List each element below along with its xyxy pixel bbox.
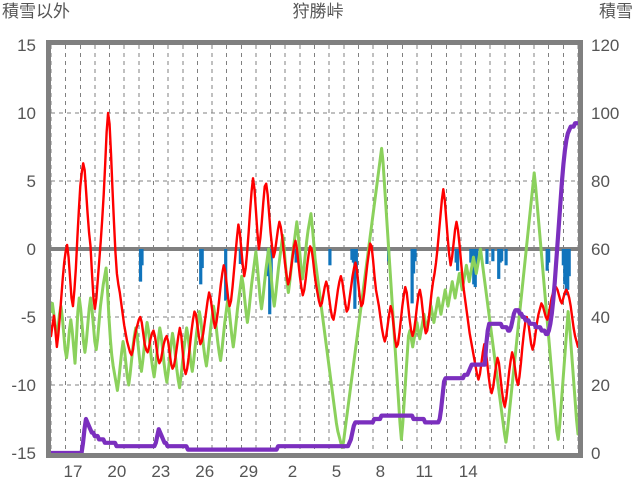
- right-tick-5: 20: [591, 376, 610, 395]
- right-tick-3: 60: [591, 240, 610, 259]
- x-tick-7: 8: [375, 462, 386, 481]
- plot-canvas: [51, 45, 578, 453]
- x-tick-0: 17: [63, 462, 83, 481]
- right-axis-title: 積雪: [599, 2, 633, 21]
- right-tick-2: 80: [591, 172, 610, 191]
- x-tick-4: 29: [239, 462, 259, 481]
- x-tick-3: 26: [195, 462, 215, 481]
- left-tick-1: 10: [17, 104, 36, 123]
- plot-area: [46, 40, 583, 458]
- plot-frame: [46, 40, 583, 458]
- left-tick-5: -10: [11, 376, 36, 395]
- left-tick-6: -15: [11, 444, 36, 463]
- right-tick-4: 40: [591, 308, 610, 327]
- left-tick-0: 15: [17, 36, 36, 55]
- left-tick-3: 0: [26, 240, 36, 259]
- x-axis-tick-labels: 17 20 23 26 29 2 5 8 11 14: [46, 462, 583, 492]
- right-axis-tick-labels: 120 100 80 60 40 20 0: [587, 36, 636, 462]
- left-tick-2: 5: [26, 172, 36, 191]
- right-tick-1: 100: [591, 104, 620, 123]
- x-tick-9: 14: [458, 462, 478, 481]
- chart-title: 狩勝峠: [292, 2, 344, 21]
- chart-svg: [51, 45, 578, 453]
- x-tick-6: 5: [331, 462, 342, 481]
- left-axis-title: 積雪以外: [2, 2, 70, 21]
- x-tick-5: 2: [287, 462, 298, 481]
- left-tick-4: -5: [20, 308, 36, 327]
- x-tick-1: 20: [107, 462, 127, 481]
- right-tick-0: 120: [591, 36, 620, 55]
- x-tick-2: 23: [151, 462, 171, 481]
- x-tick-8: 11: [415, 462, 434, 481]
- left-axis-tick-labels: 15 10 5 0 -5 -10 -15: [0, 36, 42, 462]
- right-tick-6: 0: [591, 444, 601, 463]
